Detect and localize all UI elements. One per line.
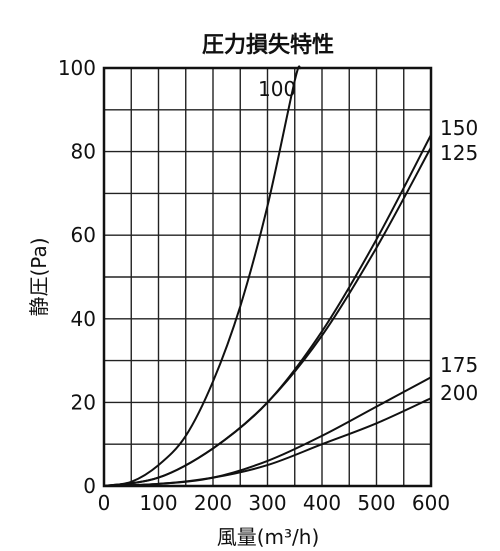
x-tick-label: 200 [194,491,232,515]
y-tick-label: 80 [71,140,96,164]
grid [104,68,431,486]
y-axis-ticks: 0 20 40 60 80 100 [58,56,96,498]
y-tick-label: 60 [71,223,96,247]
y-axis-label: 静圧(Pa) [27,237,51,316]
series-line-125 [103,146,432,487]
x-axis-label: 風量(m³/h) [217,525,320,549]
curves [103,65,432,487]
y-tick-label: 40 [71,307,96,331]
x-tick-label: 0 [98,491,111,515]
plot-frame [102,66,433,488]
x-tick-label: 600 [412,491,450,515]
x-tick-label: 400 [303,491,341,515]
y-tick-label: 20 [71,390,96,414]
series-line-200 [103,397,432,487]
series-label-200: 200 [440,381,478,405]
y-tick-label: 0 [83,474,96,498]
series-label-150: 150 [440,116,478,140]
x-tick-label: 300 [248,491,286,515]
y-tick-label: 100 [58,56,96,80]
chart-title: 圧力損失特性 [202,32,334,58]
series-label-125: 125 [440,141,478,165]
x-tick-label: 100 [139,491,177,515]
series-line-100 [103,65,302,487]
x-axis-ticks: 0 100 200 300 400 500 600 [98,491,450,515]
series-label-100: 100 [258,77,296,101]
x-tick-label: 500 [357,491,395,515]
series-label-175: 175 [440,353,478,377]
